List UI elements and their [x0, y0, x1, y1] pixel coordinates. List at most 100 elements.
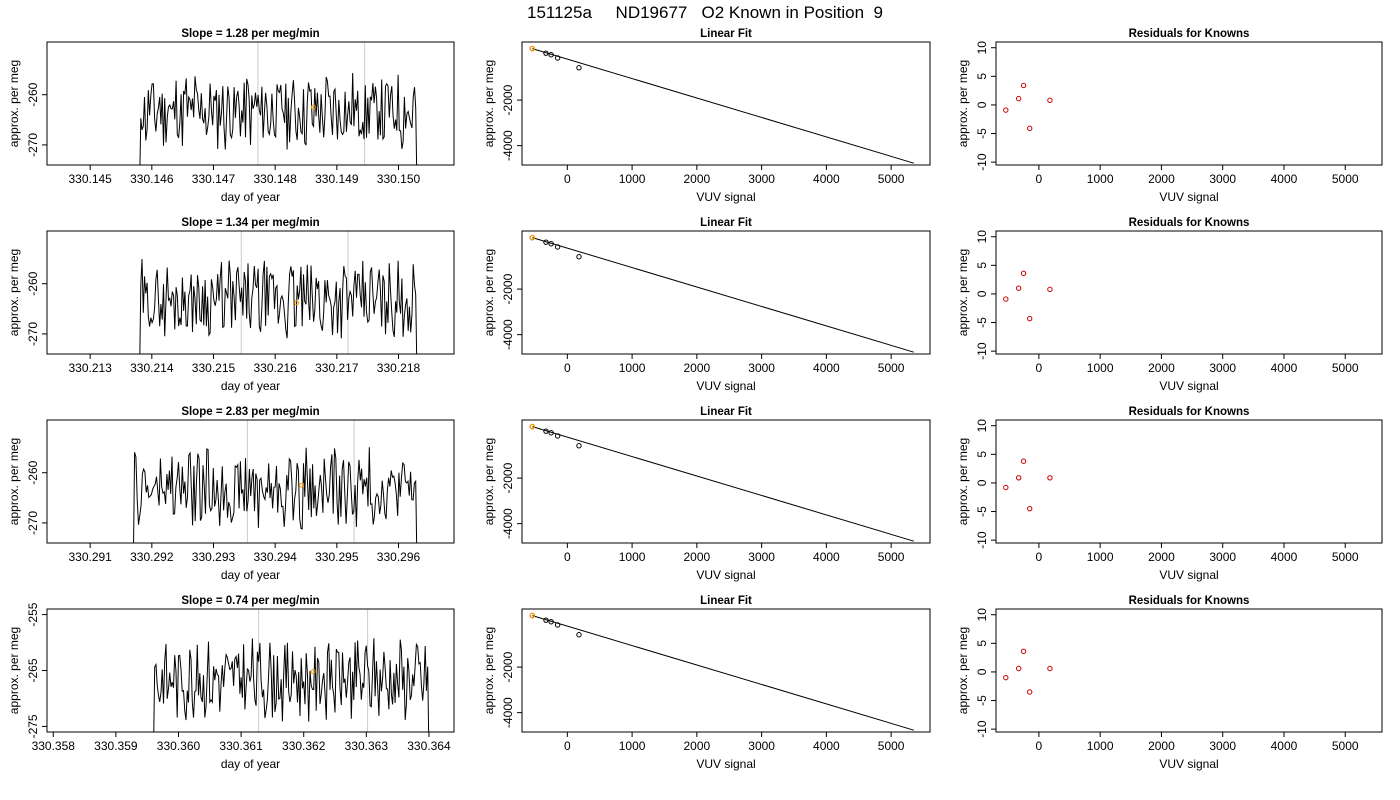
data-point [1026, 125, 1033, 132]
panel-title: Residuals for Knowns [1129, 217, 1250, 229]
x-tick-label: 330.360 [157, 739, 201, 753]
panel-title: Slope = 1.28 per meg/min [181, 28, 319, 40]
plot-area [529, 612, 914, 731]
data-point [576, 254, 582, 260]
known-marker [294, 300, 300, 306]
y-axis-label: approx. per meg [7, 249, 21, 336]
plot-area [529, 45, 914, 164]
y-axis-label: approx. per meg [7, 627, 21, 714]
x-tick-label: 0 [564, 550, 571, 564]
y-tick-label: 0 [975, 290, 989, 297]
signal-trace [153, 638, 430, 732]
x-tick-label: 5000 [1332, 361, 1359, 375]
y-tick-label: -4000 [501, 697, 515, 728]
x-tick-label: 5000 [878, 172, 905, 186]
x-tick-label: 1000 [619, 739, 646, 753]
data-point [1015, 95, 1022, 102]
y-tick-label: -4000 [501, 130, 515, 161]
x-tick-label: 330.217 [315, 361, 359, 375]
plot-area [1003, 82, 1053, 132]
x-tick-label: 5000 [1332, 550, 1359, 564]
fit-line [532, 426, 914, 542]
x-tick-label: 5000 [1332, 172, 1359, 186]
y-tick-label: 5 [975, 262, 989, 269]
x-tick-label: 2000 [684, 172, 711, 186]
signal-trace [139, 258, 418, 354]
x-tick-label: 5000 [878, 739, 905, 753]
panel-2-1: 0 1000 2000 3000 4000 5000 -2000 -4000 Linear Fi… [482, 406, 931, 582]
y-tick-label: 10 [975, 419, 989, 433]
panel-2-0: 330.291 330.292 330.293 330.294 330.295 330.2… [7, 406, 455, 582]
data-point [1003, 296, 1009, 302]
figure-title: 151125a ND19677 O2 Known in Position 9 [527, 3, 883, 22]
plot-area [1003, 270, 1053, 322]
x-tick-label: 330.149 [315, 172, 359, 186]
known-point [529, 612, 536, 619]
x-tick-label: 1000 [619, 550, 646, 564]
y-tick-label: -270 [26, 322, 40, 346]
known-point [529, 45, 536, 52]
x-tick-label: 330.146 [130, 172, 174, 186]
x-tick-label: 330.359 [94, 739, 138, 753]
x-tick-label: 0 [564, 361, 571, 375]
y-tick-label: -4000 [501, 319, 515, 350]
x-tick-label: 330.364 [407, 739, 451, 753]
x-tick-label: 330.292 [130, 550, 174, 564]
x-tick-label: 4000 [1271, 739, 1298, 753]
panel-3-0: 330.358 330.359 330.360 330.361 330.362 330.3… [7, 595, 455, 771]
x-tick-label: 0 [1036, 550, 1043, 564]
x-tick-label: 330.216 [253, 361, 297, 375]
y-axis-label: approx. per meg [956, 627, 970, 714]
y-tick-label: -5 [975, 317, 989, 328]
x-tick-label: 330.291 [68, 550, 112, 564]
x-tick-label: 330.293 [192, 550, 236, 564]
x-tick-label: 330.215 [192, 361, 236, 375]
data-point [1020, 648, 1027, 655]
y-tick-label: 0 [975, 479, 989, 486]
known-point [529, 234, 536, 241]
y-tick-label: 10 [975, 41, 989, 55]
y-tick-label: -10 [975, 153, 989, 171]
x-tick-label: 330.296 [377, 550, 421, 564]
y-tick-label: -2000 [501, 273, 515, 304]
signal-trace [139, 72, 418, 165]
panel-1-1: 0 1000 2000 3000 4000 5000 -2000 -4000 Linear Fi… [482, 217, 931, 393]
y-axis-label: approx. per meg [482, 60, 496, 147]
x-tick-label: 1000 [1087, 739, 1114, 753]
data-point [554, 55, 561, 61]
x-tick-label: 330.147 [192, 172, 236, 186]
y-tick-label: 0 [975, 668, 989, 675]
x-tick-label: 3000 [1209, 550, 1236, 564]
panel-2-2: 0 1000 2000 3000 4000 5000 10 5 0 -5 -10 Residuals … [956, 406, 1383, 582]
x-tick-label: 5000 [878, 550, 905, 564]
data-point [1026, 315, 1033, 322]
x-tick-label: 330.358 [32, 739, 76, 753]
plot-frame [521, 608, 931, 733]
data-point [543, 617, 549, 623]
fit-line [532, 615, 914, 731]
data-point [1003, 674, 1009, 681]
panel-3-2: 0 1000 2000 3000 4000 5000 10 5 0 -5 -10 Residuals … [956, 595, 1383, 771]
y-tick-label: 10 [975, 230, 989, 244]
y-axis-label: approx. per meg [7, 60, 21, 147]
fit-line [532, 48, 914, 164]
x-axis-label: day of year [221, 568, 280, 582]
plot-area [1003, 458, 1053, 512]
x-tick-label: 1000 [1087, 550, 1114, 564]
data-point [1003, 107, 1009, 113]
panel-title: Residuals for Knowns [1129, 28, 1250, 40]
data-point [548, 619, 554, 625]
x-tick-label: 4000 [813, 550, 840, 564]
x-axis-label: VUV signal [1159, 757, 1218, 771]
data-point [1047, 665, 1053, 672]
data-point [554, 244, 561, 250]
known-marker [310, 669, 316, 675]
x-axis-label: day of year [221, 757, 280, 771]
panel-0-0: 330.145 330.146 330.147 330.148 330.149 330.1… [7, 28, 455, 204]
panel-3-1: 0 1000 2000 3000 4000 5000 -2000 -4000 Linear Fi… [482, 595, 931, 771]
x-tick-label: 330.214 [130, 361, 174, 375]
known-marker [299, 482, 305, 488]
y-tick-label: -270 [26, 511, 40, 535]
panel-title: Residuals for Knowns [1129, 595, 1250, 607]
